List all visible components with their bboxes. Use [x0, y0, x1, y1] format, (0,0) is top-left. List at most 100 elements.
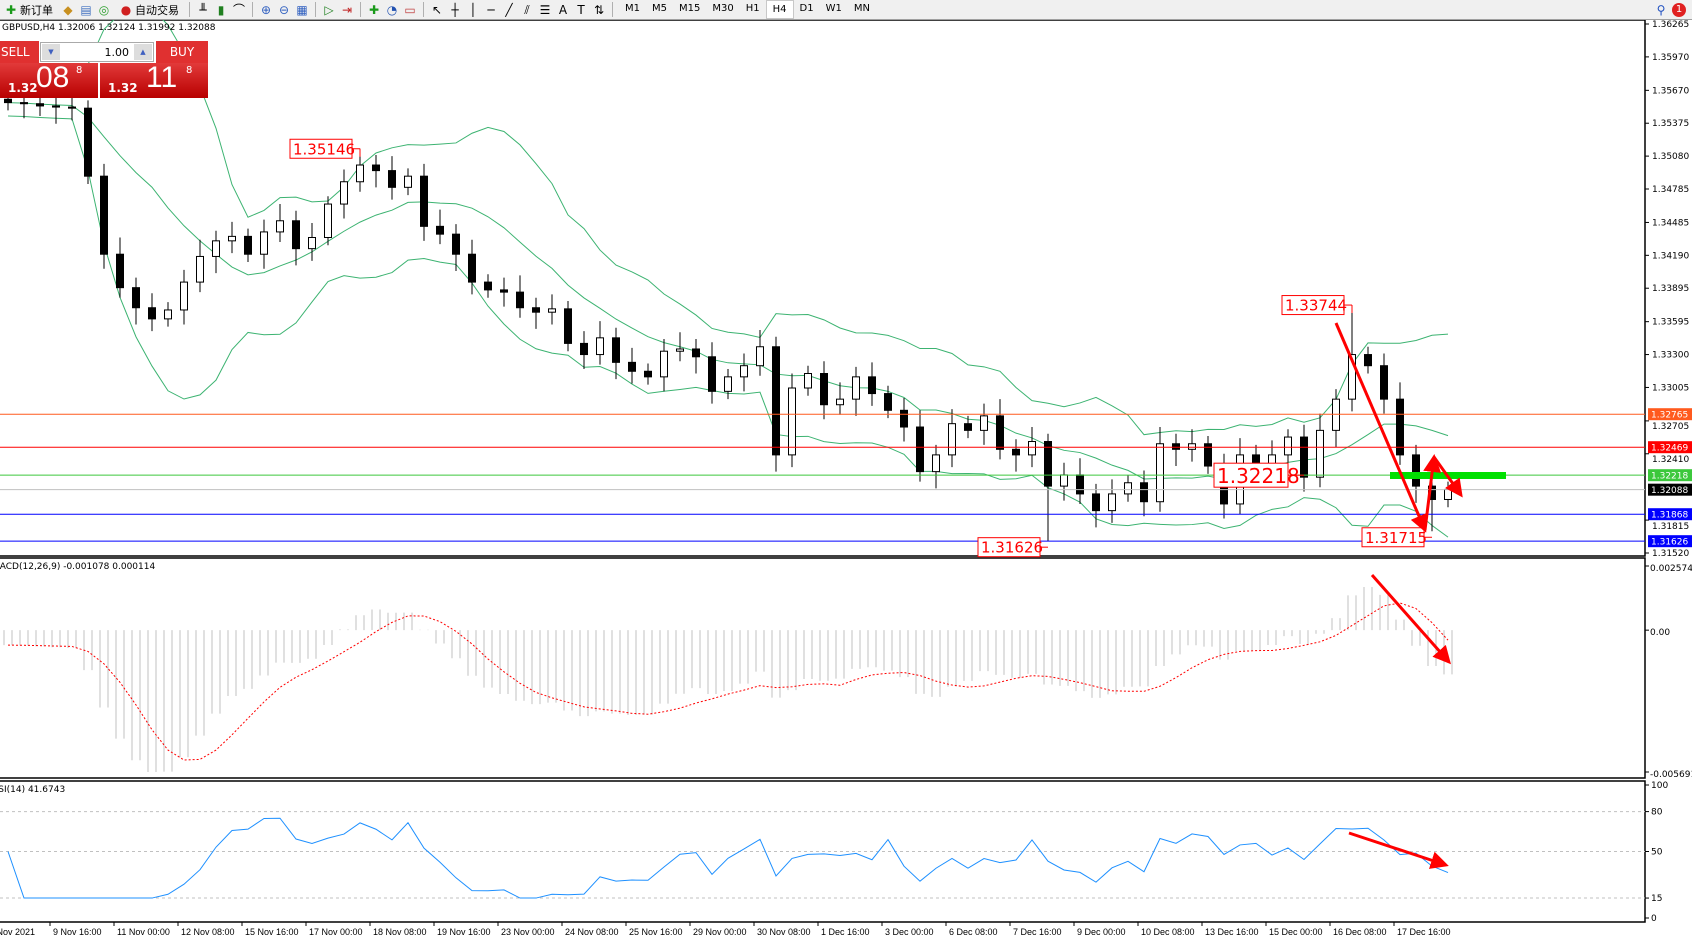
- down-arrow: [1334, 322, 1428, 533]
- price-tick-label: 1.33595: [1652, 318, 1689, 328]
- candle-body: [1380, 365, 1388, 400]
- candle: [948, 409, 956, 468]
- zoom-in-icon[interactable]: ⊕: [260, 2, 272, 17]
- time-tick-label: 15 Nov 16:00: [245, 927, 299, 937]
- annotation-box: [1281, 295, 1345, 316]
- crosshair-icon[interactable]: ┼: [451, 2, 459, 17]
- trend-arrows: [1334, 322, 1506, 869]
- candle-body: [100, 175, 108, 255]
- time-tick-label: 6 Dec 08:00: [949, 927, 998, 937]
- candle-body: [388, 170, 396, 188]
- timeframe-h1[interactable]: H1: [745, 3, 760, 14]
- time-tick-label: 29 Nov 00:00: [693, 927, 747, 937]
- annotation-price: 1.31715: [1365, 529, 1427, 547]
- candle: [676, 332, 684, 362]
- timeframe-m30[interactable]: M30: [712, 3, 734, 14]
- candle: [180, 269, 188, 325]
- rsi-tick-label: 0: [1651, 914, 1657, 924]
- zoom-out-icon[interactable]: ⊖: [278, 2, 290, 17]
- price-tick-label: 1.35970: [1652, 53, 1689, 63]
- candle-body: [260, 231, 268, 255]
- indicators-icon[interactable]: ✚: [368, 2, 380, 17]
- price-level-badge: [1648, 469, 1692, 482]
- candle-body: [180, 281, 188, 311]
- search-icon[interactable]: ⚲: [1656, 2, 1666, 17]
- lot-increase-icon[interactable]: ▲: [134, 44, 152, 60]
- signal-icon[interactable]: ◎: [98, 2, 110, 17]
- time-tick-label: 13 Dec 16:00: [1205, 927, 1259, 937]
- lot-size-stepper[interactable]: ▼ ▲: [40, 42, 154, 62]
- candle: [100, 163, 108, 269]
- sell-price[interactable]: 1.32 08 8: [0, 61, 98, 98]
- time-tick-label: 23 Nov 00:00: [501, 927, 555, 937]
- candle-body: [596, 337, 604, 356]
- price-level-badge: [1648, 483, 1692, 496]
- candle-body: [372, 164, 380, 172]
- line-chart-icon[interactable]: ⌒: [232, 2, 245, 17]
- price-tick-label: 1.35375: [1652, 119, 1689, 129]
- candlestick-icon[interactable]: ▮: [217, 2, 225, 17]
- periods-icon[interactable]: ◔: [386, 2, 398, 17]
- bar-chart-icon[interactable]: ╨: [199, 2, 207, 17]
- candle: [420, 163, 428, 241]
- rsi-label: RSI(14) 41.6743: [0, 785, 66, 795]
- lot-size-input[interactable]: [63, 44, 129, 60]
- candle-body: [980, 415, 988, 431]
- candle: [148, 293, 156, 332]
- sell-button[interactable]: SELL: [0, 41, 39, 63]
- time-tick-label: 24 Nov 08:00: [565, 927, 619, 937]
- text-icon[interactable]: A: [558, 2, 568, 17]
- buy-button[interactable]: BUY: [156, 41, 208, 63]
- horizontal-line-icon[interactable]: ─: [487, 2, 495, 17]
- candle: [1156, 427, 1164, 512]
- time-tick-label: 3 Dec 00:00: [885, 927, 934, 937]
- time-tick-label: 16 Dec 08:00: [1333, 927, 1387, 937]
- new-order-button[interactable]: ✚ 新订单: [0, 1, 57, 18]
- price-tick-label: 1.33005: [1652, 383, 1689, 393]
- text-label-icon[interactable]: T: [577, 2, 585, 17]
- fibonacci-icon[interactable]: ☰: [539, 2, 551, 17]
- cursor-icon[interactable]: ↖: [431, 2, 443, 17]
- new-order-label: 新订单: [20, 3, 53, 17]
- buy-price[interactable]: 1.32 11 8: [100, 61, 208, 98]
- candle-body: [1316, 429, 1324, 478]
- tile-windows-icon[interactable]: ▦: [296, 2, 308, 17]
- data-window-icon[interactable]: ▤: [80, 2, 92, 17]
- candle-body: [564, 308, 572, 344]
- candle-body: [1044, 441, 1052, 487]
- one-click-trading-panel: SELL ▼ ▲ BUY 1.32 08 8 1.32 11 8: [0, 41, 208, 98]
- candle-body: [916, 426, 924, 473]
- auto-trading-button[interactable]: ● 自动交易: [115, 1, 183, 18]
- gold-icon[interactable]: ◆: [63, 2, 73, 17]
- equidistant-channel-icon[interactable]: ⫽: [524, 2, 530, 17]
- candle: [516, 275, 524, 318]
- timeframe-m1[interactable]: M1: [625, 3, 640, 14]
- templates-icon[interactable]: ▭: [404, 2, 416, 17]
- lot-decrease-icon[interactable]: ▼: [42, 44, 60, 60]
- timeframe-m15[interactable]: M15: [679, 3, 701, 14]
- candle-body: [612, 337, 620, 363]
- notifications-icon[interactable]: 1: [1672, 2, 1686, 17]
- candle-body: [644, 370, 652, 378]
- candle: [1140, 470, 1148, 517]
- candle-body: [676, 348, 684, 352]
- candle-body: [948, 423, 956, 456]
- candle-body: [148, 307, 156, 320]
- arrows-icon[interactable]: ⇅: [593, 2, 605, 17]
- timeframe-h4[interactable]: H4: [765, 0, 794, 19]
- candle: [1188, 429, 1196, 462]
- candle: [1284, 429, 1292, 463]
- chart-shift-icon[interactable]: ⇥: [341, 2, 353, 17]
- candle: [292, 210, 300, 266]
- vertical-line-icon[interactable]: │: [469, 2, 477, 17]
- candle: [660, 338, 668, 392]
- candle-body: [692, 348, 700, 358]
- trendline-icon[interactable]: ╱: [505, 2, 513, 17]
- timeframe-w1[interactable]: W1: [825, 3, 842, 14]
- timeframe-d1[interactable]: D1: [799, 3, 814, 14]
- timeframe-mn[interactable]: MN: [853, 3, 870, 14]
- timeframe-m5[interactable]: M5: [652, 3, 667, 14]
- candle-body: [1444, 488, 1452, 500]
- autoscroll-icon[interactable]: ▷: [324, 2, 334, 17]
